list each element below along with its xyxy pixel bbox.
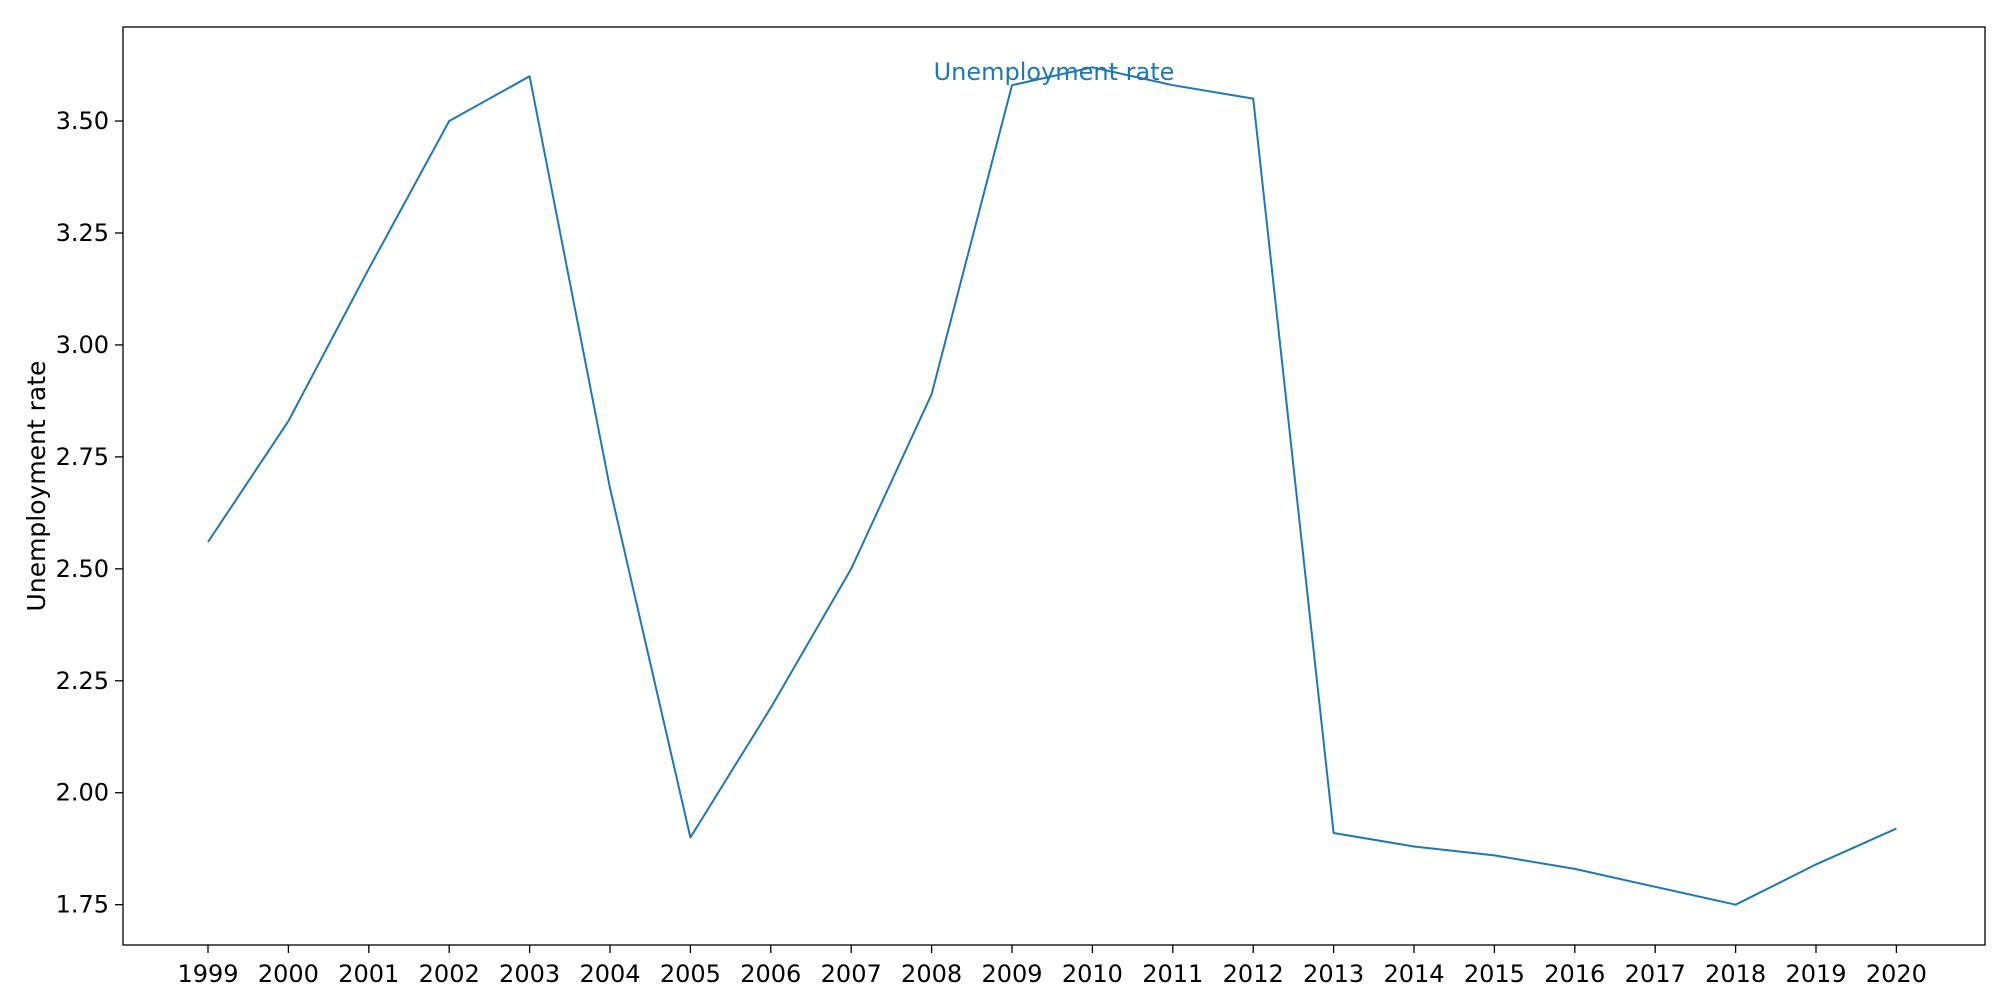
plot-background: [123, 27, 1985, 945]
x-tick-label: 2018: [1705, 960, 1766, 988]
y-tick-label: 2.75: [56, 443, 109, 471]
x-tick-label: 2006: [740, 960, 801, 988]
y-tick-label: 2.00: [56, 779, 109, 807]
unemployment-rate-line: [207, 66, 1897, 906]
plot-frame: [122, 26, 1986, 946]
x-tick-label: 2017: [1625, 960, 1686, 988]
y-tick-label: 3.00: [56, 331, 109, 359]
x-tick-label: 2000: [258, 960, 319, 988]
x-tick-label: 2002: [419, 960, 480, 988]
x-tick-label: 2001: [338, 960, 399, 988]
x-tick-label: 2009: [981, 960, 1042, 988]
y-tick-label: 1.75: [56, 891, 109, 919]
x-tick-label: 2014: [1383, 960, 1444, 988]
x-tick-label: 2005: [660, 960, 721, 988]
y-axis-title: Unemployment rate: [22, 361, 51, 612]
y-tick-label: 3.50: [56, 107, 109, 135]
x-tick-label: 2004: [579, 960, 640, 988]
x-tick-label: 1999: [177, 960, 238, 988]
x-tick-label: 2019: [1785, 960, 1846, 988]
x-tick-label: 2003: [499, 960, 560, 988]
x-axis: 1999 2000 2001 2002 2003 2004 2005 2006 2007 2008…: [177, 945, 1927, 988]
x-tick-label: 2010: [1062, 960, 1123, 988]
x-tick-label: 2020: [1866, 960, 1927, 988]
x-tick-label: 2007: [821, 960, 882, 988]
x-tick-label: 2013: [1303, 960, 1364, 988]
x-tick-label: 2011: [1142, 960, 1203, 988]
y-tick-label: 2.25: [56, 667, 109, 695]
x-tick-label: 2016: [1544, 960, 1605, 988]
x-tick-label: 2008: [901, 960, 962, 988]
y-tick-label: 3.25: [56, 219, 109, 247]
x-tick-label: 2012: [1223, 960, 1284, 988]
y-tick-label: 2.50: [56, 555, 109, 583]
x-tick-label: 2015: [1464, 960, 1525, 988]
y-axis: 1.75 2.00 2.25 2.50 2.75 3.00 3.25 3.50: [56, 107, 123, 919]
series-label: Unemployment rate: [934, 58, 1175, 86]
